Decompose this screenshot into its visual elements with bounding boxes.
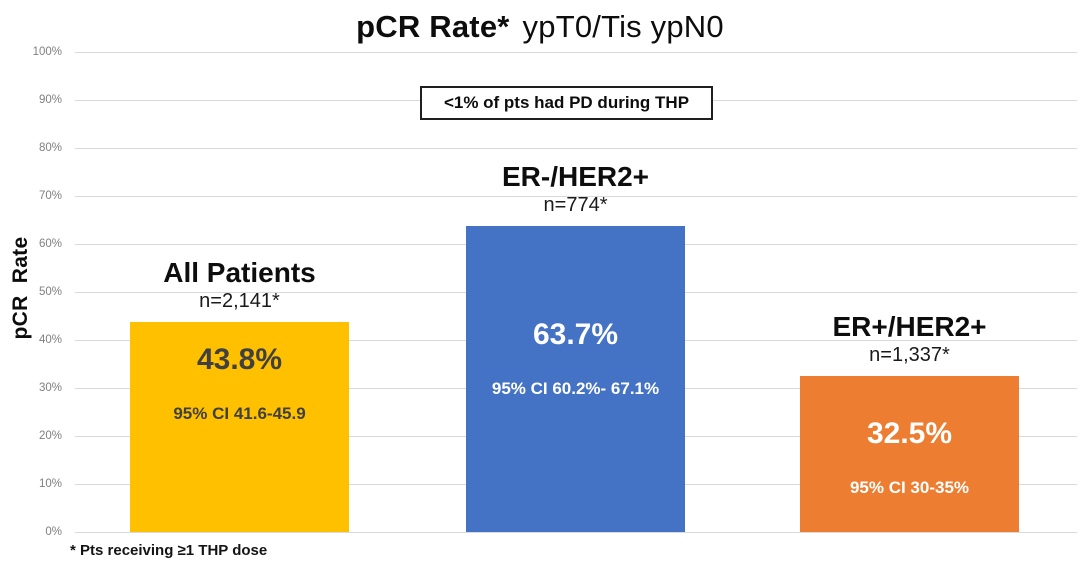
category-label: All Patients	[163, 256, 316, 288]
gridline-100%	[75, 52, 1077, 53]
y-tick-label-10%: 10%	[38, 478, 62, 490]
bar-value-label: 32.5%	[866, 417, 953, 450]
chart-title-sub: ypT0/Tis ypN0	[522, 9, 724, 44]
gridline-70%	[75, 196, 1077, 197]
y-tick-label-30%: 30%	[38, 382, 62, 394]
y-tick-label-60%: 60%	[38, 238, 62, 250]
category-label: ER+/HER2+	[832, 311, 987, 342]
y-tick-label-80%: 80%	[38, 142, 62, 154]
gridline-80%	[75, 148, 1077, 149]
bar	[130, 321, 349, 532]
bar-ci-label: 95% CI 60.2%- 67.1%	[491, 379, 660, 398]
sample-size-label: n=1,337*	[869, 344, 950, 366]
sample-size-label: n=774*	[543, 194, 608, 217]
bar	[800, 376, 1019, 532]
y-tick-label-40%: 40%	[38, 334, 62, 346]
y-tick-label-20%: 20%	[38, 430, 62, 442]
y-tick-label-50%: 50%	[38, 286, 62, 298]
y-tick-label-90%: 90%	[38, 94, 62, 106]
bar-value-label: 63.7%	[532, 318, 619, 351]
y-tick-label-100%: 100%	[32, 46, 62, 58]
chart-title-main: pCR Rate*	[356, 9, 510, 44]
footnote: * Pts receiving ≥1 THP dose	[70, 542, 268, 559]
bar	[466, 226, 685, 532]
chart-title: pCR Rate* ypT0/Tis ypN0	[0, 9, 1080, 45]
category-label: ER-/HER2+	[501, 161, 650, 193]
bar-ci-label: 95% CI 41.6-45.9	[173, 404, 306, 423]
y-tick-label-70%: 70%	[38, 190, 62, 202]
y-tick-label-0%: 0%	[45, 526, 62, 538]
gridline-0%	[75, 532, 1077, 533]
bar-ci-label: 95% CI 30-35%	[849, 478, 970, 497]
sample-size-label: n=2,141*	[199, 289, 280, 312]
annotation-box: <1% of pts had PD during THP	[420, 86, 713, 120]
bar-value-label: 43.8%	[196, 343, 283, 376]
